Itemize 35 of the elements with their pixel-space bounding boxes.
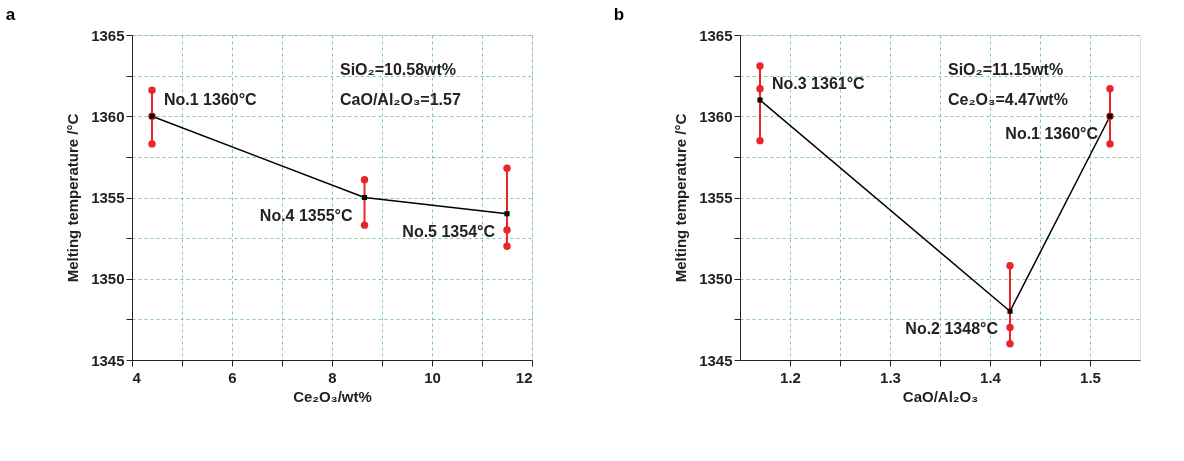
annotation: SiO₂=11.15wt% [948, 61, 1064, 78]
y-axis-title: Melting temperature /°C [64, 113, 82, 283]
y-tick-label: 1365 [91, 26, 125, 44]
y-tick-label: 1360 [91, 107, 125, 125]
annotation: No.4 1355°C [259, 206, 353, 224]
x-tick-label: 12 [515, 368, 533, 386]
annotation: No.2 1348°C [905, 320, 999, 338]
annotation: No.1 1360°C [164, 91, 258, 109]
annotation: No.3 1361°C [772, 75, 866, 92]
x-tick-label: 1.2 [780, 368, 801, 386]
annotation: No.5 1354°C [402, 222, 496, 240]
x-tick-label: 1.3 [880, 368, 901, 386]
y-tick-label: 1360 [699, 107, 733, 125]
y-tick-label: 1345 [91, 351, 125, 369]
chart-title: b [613, 5, 625, 24]
y-tick-label: 1355 [699, 189, 733, 206]
x-axis-title: CaO/Al₂O₃ [902, 387, 979, 405]
y-tick-label: 1345 [699, 351, 733, 369]
y-tick-label: 1350 [91, 270, 125, 288]
annotation: No.1 1360°C [1005, 125, 1099, 143]
x-tick-label: 4 [132, 368, 142, 386]
x-tick-label: 1.5 [1080, 368, 1101, 386]
y-tick-label: 1365 [699, 26, 733, 44]
annotation: SiO₂=10.58wt% [340, 61, 457, 78]
annotation: CaO/Al₂O₃=1.57 [340, 91, 461, 108]
annotation: Ce₂O₃=4.47wt% [948, 91, 1068, 108]
y-axis-title: Melting temperature /°C [672, 113, 690, 283]
x-tick-label: 8 [328, 368, 337, 386]
x-tick-label: 6 [228, 368, 237, 386]
y-tick-label: 1355 [91, 189, 125, 206]
x-axis-title: Ce₂O₃/wt% [293, 387, 372, 405]
y-tick-label: 1350 [699, 270, 733, 288]
x-tick-label: 1.4 [980, 368, 1002, 386]
chart-title: a [5, 5, 16, 24]
x-tick-label: 10 [424, 368, 441, 386]
